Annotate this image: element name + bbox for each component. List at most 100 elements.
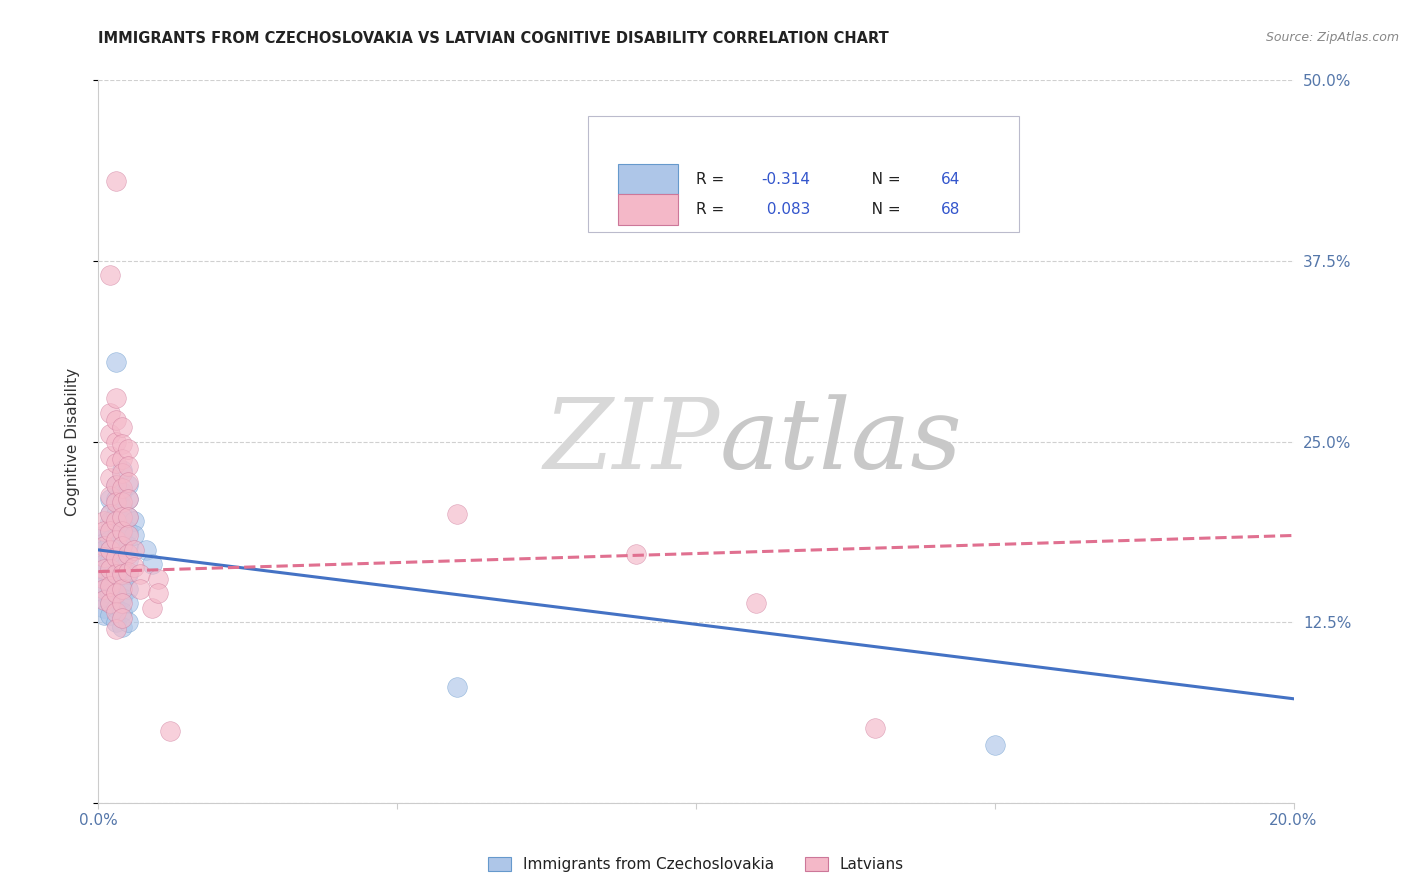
Point: [98, 565, 122, 579]
Point: [93, 565, 115, 579]
Point: [98, 507, 122, 521]
Point: [117, 492, 139, 507]
Point: [111, 539, 134, 553]
Point: [105, 542, 128, 557]
Text: N =: N =: [858, 202, 905, 217]
Point: [626, 547, 648, 561]
Point: [98, 607, 122, 622]
Point: [93, 550, 115, 565]
Point: [98, 268, 122, 283]
Point: [111, 528, 134, 542]
Point: [129, 582, 152, 596]
Point: [98, 470, 122, 484]
Point: [105, 456, 128, 470]
Point: [93, 558, 115, 572]
Point: [124, 514, 146, 528]
Point: [93, 600, 115, 615]
Point: [865, 721, 887, 735]
Point: [111, 524, 134, 538]
Point: [98, 514, 122, 528]
Point: [105, 623, 128, 637]
Point: [105, 572, 128, 586]
Point: [159, 723, 181, 738]
Point: [135, 542, 157, 557]
Point: [111, 576, 134, 591]
Text: 0.083: 0.083: [762, 202, 810, 217]
Point: [111, 567, 134, 582]
Point: [117, 547, 139, 561]
Point: [98, 586, 122, 600]
Point: [93, 593, 115, 607]
Point: [111, 451, 134, 466]
Point: [93, 572, 115, 586]
Point: [98, 524, 122, 538]
Point: [124, 542, 146, 557]
Point: [111, 420, 134, 434]
Point: [105, 533, 128, 547]
Point: [117, 553, 139, 567]
Text: R =: R =: [696, 202, 730, 217]
Point: [745, 596, 768, 610]
Point: [117, 478, 139, 492]
Point: [93, 579, 115, 593]
Point: [111, 619, 134, 633]
Point: [117, 475, 139, 489]
Point: [93, 593, 115, 607]
Point: [148, 586, 170, 600]
Point: [117, 492, 139, 507]
Text: Source: ZipAtlas.com: Source: ZipAtlas.com: [1265, 31, 1399, 45]
Point: [111, 611, 134, 625]
Point: [93, 528, 115, 542]
Point: [105, 518, 128, 533]
Point: [98, 427, 122, 442]
Point: [111, 550, 134, 565]
Point: [984, 738, 1007, 752]
Text: ZIP: ZIP: [544, 394, 720, 489]
Point: [93, 542, 115, 557]
Point: [124, 528, 146, 542]
Point: [105, 532, 128, 546]
Point: [111, 539, 134, 553]
Point: [93, 562, 115, 576]
Point: [141, 558, 163, 572]
Point: [93, 572, 115, 586]
Point: [93, 524, 115, 538]
Point: [98, 492, 122, 507]
Point: [98, 490, 122, 504]
Text: -0.314: -0.314: [762, 172, 811, 186]
Point: [105, 586, 128, 600]
Point: [105, 478, 128, 492]
Point: [111, 463, 134, 477]
Point: [98, 562, 122, 576]
Point: [117, 539, 139, 553]
Text: IMMIGRANTS FROM CZECHOSLOVAKIA VS LATVIAN COGNITIVE DISABILITY CORRELATION CHART: IMMIGRANTS FROM CZECHOSLOVAKIA VS LATVIA…: [98, 31, 889, 46]
Point: [117, 582, 139, 596]
Point: [446, 507, 468, 521]
Point: [98, 507, 122, 521]
FancyBboxPatch shape: [589, 116, 1019, 232]
Point: [87, 542, 110, 557]
Point: [93, 607, 115, 622]
Point: [111, 591, 134, 605]
Point: [98, 542, 122, 557]
Point: [105, 567, 128, 582]
Text: 68: 68: [941, 202, 960, 217]
Bar: [619, 194, 678, 225]
Point: [111, 562, 134, 576]
Point: [93, 582, 115, 596]
Legend: Immigrants from Czechoslovakia, Latvians: Immigrants from Czechoslovakia, Latvians: [482, 851, 910, 879]
Point: [105, 558, 128, 572]
Point: [105, 514, 128, 528]
Point: [117, 615, 139, 630]
Point: [117, 528, 139, 542]
Point: [98, 542, 122, 557]
Point: [105, 507, 128, 521]
Point: [124, 560, 146, 574]
Point: [98, 579, 122, 593]
Point: [105, 600, 128, 615]
Point: [111, 509, 134, 524]
Point: [105, 391, 128, 405]
Text: N =: N =: [858, 172, 905, 186]
Point: [105, 413, 128, 427]
Point: [141, 600, 163, 615]
